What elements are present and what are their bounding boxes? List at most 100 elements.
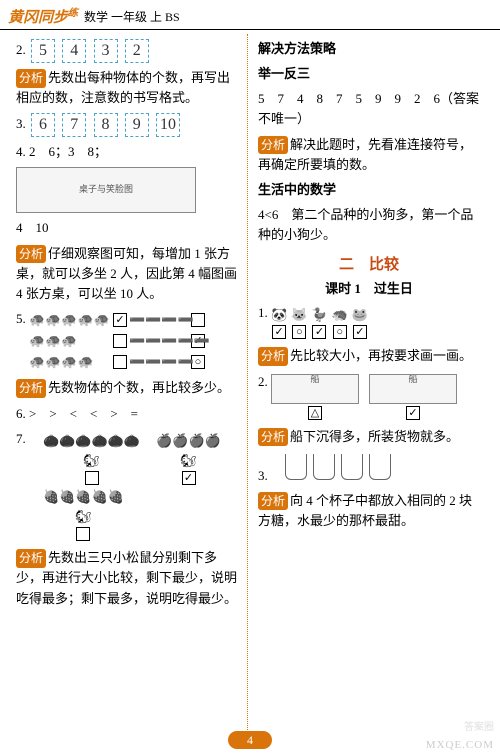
- cup-icon: [313, 454, 335, 480]
- brand-suffix: 练: [68, 8, 78, 19]
- q5-left-icons: 🐢🐢🐢: [29, 331, 111, 351]
- q4-text1: 4. 2 6；3 8；: [16, 142, 241, 162]
- r-q2: 2. 船 △ 船 ✓: [258, 372, 480, 422]
- q3-box-1: 6: [31, 113, 55, 137]
- r-a1-text: 先比较大小，再按要求画一画。: [290, 348, 472, 363]
- a5: 分析先数物体的个数，再比较多少。: [16, 378, 241, 398]
- q5: 5. 🐢🐢🐢🐢🐢 ✓ ➖➖➖➖ 🐢🐢🐢 ➖➖➖➖➖ ✓ 🐢🐢🐢🐢: [16, 309, 241, 373]
- r-q1-mark: ○: [333, 325, 347, 339]
- q7-num: 7.: [16, 431, 26, 446]
- r-q1-mark: ✓: [353, 325, 367, 339]
- analysis-label: 分析: [258, 136, 288, 155]
- q7-col-3: 🍓🍓🍓🍓🍓 🐿: [43, 487, 124, 541]
- squirrel-icon: 🐿: [83, 451, 100, 471]
- q5-mark: [113, 334, 127, 348]
- r-q2-mark: ✓: [406, 406, 420, 420]
- a7: 分析先数出三只小松鼠分别剩下多少，再进行大小比较，剩下最少，说明吃得最多；剩下最…: [16, 548, 241, 608]
- a7-text: 先数出三只小松鼠分别剩下多少，再进行大小比较，剩下最少，说明吃得最多；剩下最多，…: [16, 550, 237, 605]
- q2-num: 2.: [16, 42, 26, 57]
- watermark-top: 答案圈: [464, 718, 494, 733]
- animal-icon: 🐼: [271, 305, 287, 325]
- analysis-label: 分析: [258, 428, 288, 447]
- r-a3: 分析向 4 个杯子中都放入相同的 2 块方糖，水最少的那杯最甜。: [258, 491, 480, 531]
- q3-box-4: 9: [125, 113, 149, 137]
- r-h1: 解决方法策略: [258, 39, 480, 59]
- q7-mark: [76, 527, 90, 541]
- r-q1-mark: ○: [292, 325, 306, 339]
- q5-right-icons: ➖➖➖➖➖: [129, 331, 189, 351]
- analysis-label: 分析: [16, 245, 46, 264]
- apple-icons: 🍎🍎🍎🍎: [156, 431, 221, 451]
- q4-figure: 桌子与笑脸图: [16, 167, 196, 213]
- page-number: 4: [228, 731, 272, 749]
- watermark-bottom: MXQE.COM: [426, 739, 494, 751]
- r-a-seq: 分析解决此题时，先看准连接符号，再确定所要填的数。: [258, 135, 480, 175]
- right-column: 解决方法策略 举一反三 5 7 4 8 7 5 9 9 2 6（答案不唯一） 分…: [248, 34, 480, 730]
- q3-box-5: 10: [156, 113, 180, 137]
- page-header: 黄冈同步练 数学 一年级 上 BS: [0, 0, 500, 30]
- r-seq: 5 7 4 8 7 5 9 9 2 6（答案不唯一）: [258, 89, 480, 129]
- q5-right-icons: ➖➖➖➖: [129, 310, 189, 330]
- r-a2: 分析船下沉得多，所装货物就多。: [258, 427, 480, 447]
- pine-icons: 🌰🌰🌰🌰🌰🌰: [43, 431, 140, 451]
- cup-icon: [285, 454, 307, 480]
- brand-text: 黄冈同步: [8, 10, 68, 26]
- q3-num: 3.: [16, 116, 26, 131]
- q5-right-icons: ➖➖➖➖: [129, 352, 189, 372]
- q5-mark: [113, 355, 127, 369]
- q7-col-2: 🍎🍎🍎🍎 🐿 ✓: [156, 431, 221, 485]
- r-q3-num: 3.: [258, 468, 268, 483]
- analysis-label: 分析: [16, 549, 46, 568]
- q3-box-3: 8: [94, 113, 118, 137]
- q5-row-3: 🐢🐢🐢🐢 ➖➖➖➖ ○: [29, 352, 207, 372]
- q5-row-1: 🐢🐢🐢🐢🐢 ✓ ➖➖➖➖: [29, 310, 207, 330]
- left-column: 2. 5 4 3 2 分析先数出每种物体的个数，再写出相应的数，注意数的书写格式…: [16, 34, 248, 730]
- r-a3-text: 向 4 个杯子中都放入相同的 2 块方糖，水最少的那杯最甜。: [258, 493, 472, 528]
- r-a1: 分析先比较大小，再按要求画一画。: [258, 346, 480, 366]
- r-q1: 1. 🐼✓ 🐱○ 🦆✓ 🦔○ 🐸✓: [258, 303, 480, 341]
- q2-box-2: 4: [62, 39, 86, 63]
- content-columns: 2. 5 4 3 2 分析先数出每种物体的个数，再写出相应的数，注意数的书写格式…: [0, 30, 500, 730]
- q5-num: 5.: [16, 311, 26, 326]
- q7-col-1: 🌰🌰🌰🌰🌰🌰 🐿: [43, 431, 140, 485]
- brand: 黄冈同步练: [8, 4, 78, 27]
- section-title: 二 比较: [258, 253, 480, 274]
- q4-text2: 4 10: [16, 218, 241, 238]
- analysis-label: 分析: [16, 379, 46, 398]
- q5-row-2: 🐢🐢🐢 ➖➖➖➖➖ ✓: [29, 331, 207, 351]
- squirrel-icon: 🐿: [75, 507, 92, 527]
- q2-box-1: 5: [31, 39, 55, 63]
- q2-box-3: 3: [94, 39, 118, 63]
- q6: 6. > > < < > =: [16, 404, 241, 424]
- q2: 2. 5 4 3 2: [16, 39, 241, 63]
- lesson-title: 课时 1 过生日: [258, 278, 480, 297]
- header-subject: 数学 一年级 上 BS: [84, 8, 180, 27]
- ship-figure: 船: [369, 374, 457, 404]
- ship-figure: 船: [271, 374, 359, 404]
- squirrel-icon: 🐿: [180, 451, 197, 471]
- a5-text: 先数物体的个数，再比较多少。: [48, 380, 230, 395]
- q5-mark: ✓: [113, 313, 127, 327]
- analysis-label: 分析: [258, 492, 288, 511]
- animal-icon: 🐸: [352, 305, 368, 325]
- a2: 分析先数出每种物体的个数，再写出相应的数，注意数的书写格式。: [16, 68, 241, 108]
- q2-box-4: 2: [125, 39, 149, 63]
- r-h2: 举一反三: [258, 64, 480, 84]
- r-q3: 3.: [258, 452, 480, 486]
- r-q2-mark: △: [308, 406, 322, 420]
- q5-left-icons: 🐢🐢🐢🐢: [29, 352, 111, 372]
- q3: 3. 6 7 8 9 10: [16, 113, 241, 137]
- q5-left-icons: 🐢🐢🐢🐢🐢: [29, 310, 111, 330]
- animal-icon: 🐱: [291, 305, 307, 325]
- q7: 7. 🌰🌰🌰🌰🌰🌰 🐿 🍎🍎🍎🍎 🐿 ✓: [16, 429, 241, 544]
- strawberry-icons: 🍓🍓🍓🍓🍓: [43, 487, 124, 507]
- a2-text: 先数出每种物体的个数，再写出相应的数，注意数的书写格式。: [16, 70, 230, 105]
- cup-icon: [341, 454, 363, 480]
- a4-text: 仔细观察图可知，每增加 1 张方桌，就可以多坐 2 人，因此第 4 幅图画 4 …: [16, 246, 237, 301]
- animal-icon: 🦔: [332, 305, 348, 325]
- r-q1-mark: ✓: [312, 325, 326, 339]
- r-q1-num: 1.: [258, 305, 268, 320]
- q3-box-2: 7: [62, 113, 86, 137]
- q7-mark: ✓: [182, 471, 196, 485]
- r-q1-mark: ✓: [272, 325, 286, 339]
